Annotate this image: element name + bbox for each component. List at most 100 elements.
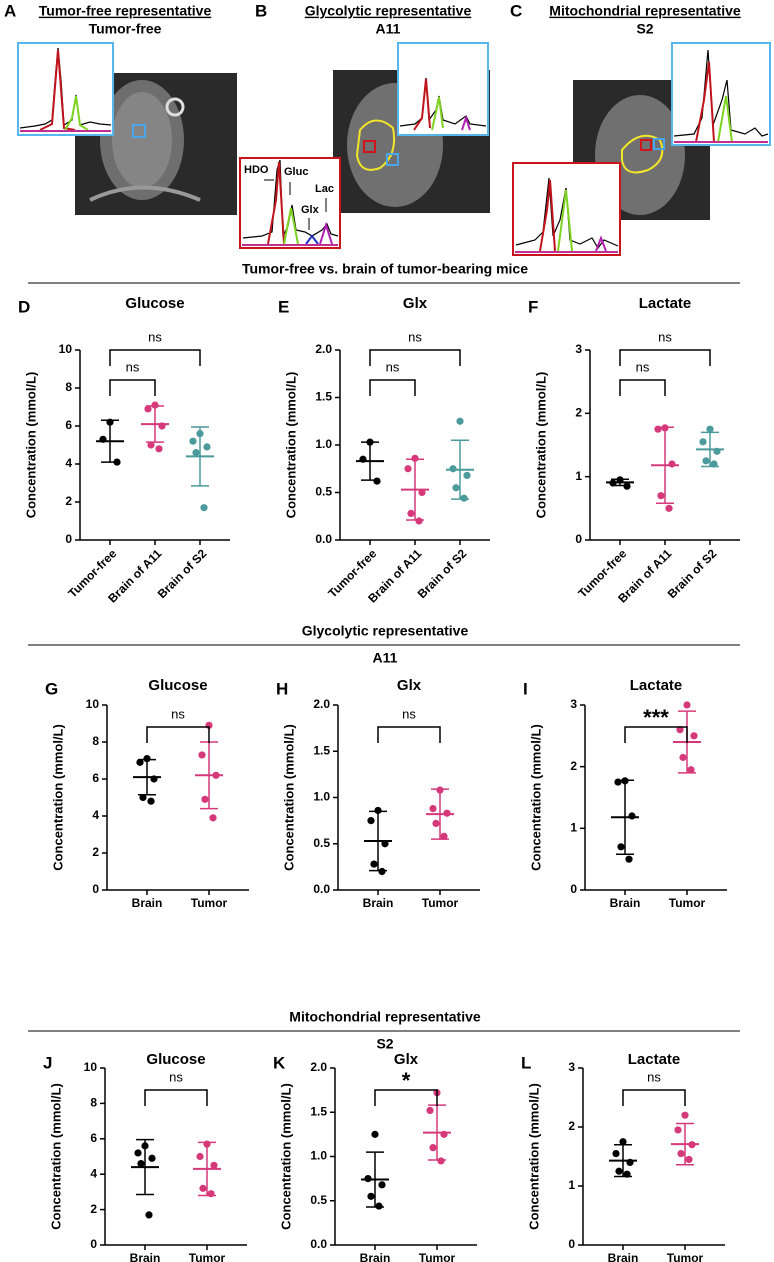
chart-title: Glx [403,295,428,312]
y-tick-label: 0 [570,882,577,896]
significance-label: ns [148,329,162,344]
panel-heading: Glycolytic representative [305,3,472,19]
y-tick-label: 3 [575,342,582,356]
data-point [676,726,684,734]
peak-label: Glx [301,204,320,216]
y-axis-label: Concentration (mmol/L) [526,1083,541,1230]
y-tick-label: 8 [90,1096,97,1110]
x-tick-label: Tumor [419,1251,456,1262]
section-title: Tumor-free vs. brain of tumor-bearing mi… [242,261,528,277]
y-tick-label: 2.0 [313,697,330,711]
panel-letter: J [43,1053,52,1072]
data-point [137,1159,145,1168]
chart-title: Glucose [148,677,207,694]
data-point [706,425,714,433]
y-tick-label: 1.0 [310,1149,327,1163]
data-point [143,755,151,763]
y-tick-label: 1.5 [315,390,332,404]
chart-title: Lactate [628,1051,681,1068]
section-title: Glycolytic representative [302,623,469,639]
panel-letter: F [528,297,538,316]
y-tick-label: 0.5 [313,836,330,850]
y-axis-label: Concentration (mmol/L) [283,372,298,519]
y-tick-label: 0 [92,882,99,896]
y-tick-label: 2 [575,406,582,420]
data-point [702,457,710,465]
data-point [683,701,691,709]
y-tick-label: 10 [59,342,73,356]
significance-label: ns [126,359,140,374]
data-point [690,732,698,740]
significance-bracket [624,726,688,743]
significance-label: ns [386,359,400,374]
panel-subheading: A11 [376,21,401,37]
x-tick-label: Brain [610,896,641,910]
significance-bracket [374,1089,438,1106]
x-tick-label: Tumor [191,896,228,910]
significance-label: ns [636,359,650,374]
chart-title: Lactate [639,295,692,312]
x-tick-label: Brain of S2 [415,546,470,601]
y-tick-label: 3 [570,697,577,711]
y-axis-label: Concentration (mmol/L) [50,724,65,871]
data-point [378,867,386,876]
significance-bracket [619,349,711,366]
spectrum-inset [397,42,489,136]
spectrum-inset [239,157,341,249]
data-point [155,445,163,453]
data-point [147,797,155,805]
data-point [201,795,209,803]
y-axis-label: Concentration (mmol/L) [23,372,38,519]
significance-label: *** [643,705,669,730]
panel-heading: Tumor-free representative [39,3,212,19]
data-point [148,1154,156,1162]
panel-letter: H [276,679,288,698]
data-point [207,1190,215,1198]
data-point [418,488,426,497]
y-tick-label: 2 [92,845,99,859]
panel-letter: D [18,297,30,316]
section-title: Mitochondrial representative [289,1009,481,1025]
data-point [679,753,687,762]
data-point [677,1149,685,1158]
panel-letter: B [255,1,267,20]
panel-letter: L [521,1053,531,1072]
data-point [407,509,415,517]
y-axis-label: Concentration (mmol/L) [281,724,296,871]
panel-letter: K [273,1053,286,1072]
peak-arrows [264,179,327,230]
y-tick-label: 0 [65,532,72,546]
section-subtitle: S2 [376,1036,393,1052]
data-point [378,1181,386,1189]
data-point [429,1144,437,1152]
data-point [367,1192,375,1200]
significance-bracket [369,349,461,366]
x-tick-label: Brain of S2 [665,546,720,601]
data-point [685,1155,693,1164]
y-tick-label: 0 [90,1237,97,1251]
y-tick-label: 8 [92,734,99,748]
data-point [199,1184,207,1192]
chart-title: Glx [397,677,422,694]
data-point [198,751,206,759]
y-tick-label: 1.0 [315,437,332,451]
mri-image [75,73,237,215]
y-tick-label: 2 [90,1202,97,1216]
data-point [460,494,468,502]
x-tick-label: Brain [130,1251,161,1262]
chart-title: Glucose [125,295,184,312]
data-point [617,843,625,851]
significance-label: ns [658,329,672,344]
data-point [456,417,464,425]
x-tick-label: Tumor [669,896,706,910]
x-tick-label: Brain [360,1251,391,1262]
significance-bracket [109,349,201,366]
data-point [615,1167,623,1175]
panel-letter: A [4,1,16,20]
y-tick-label: 1 [568,1178,575,1192]
y-tick-label: 4 [92,808,99,822]
y-tick-label: 1 [575,469,582,483]
data-point [657,492,665,500]
